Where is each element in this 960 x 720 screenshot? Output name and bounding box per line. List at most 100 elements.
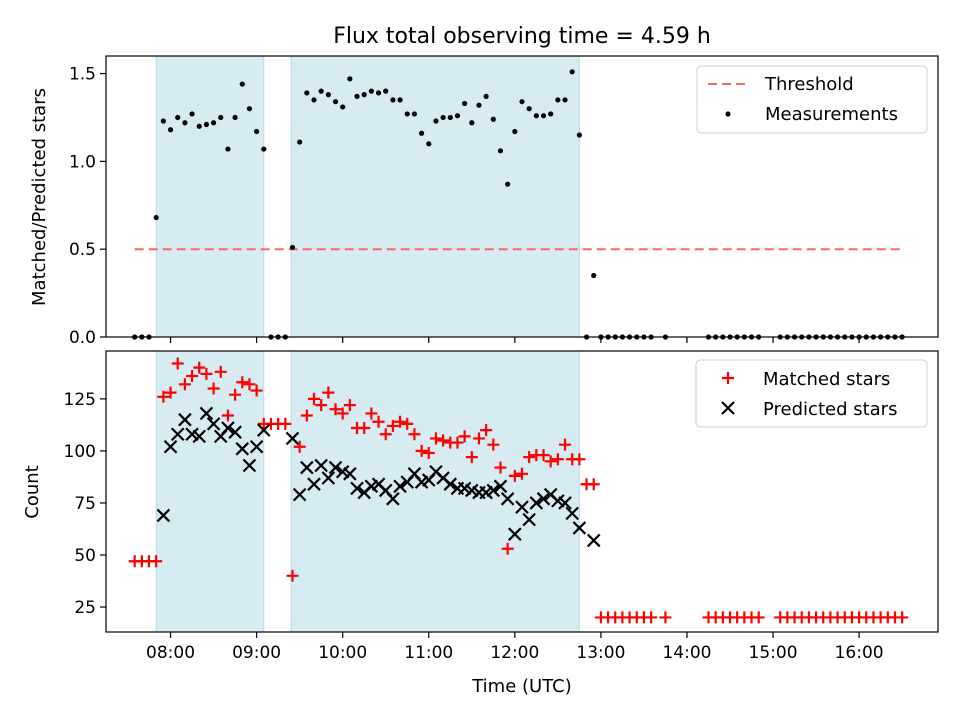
matched-star-point	[501, 542, 514, 555]
shaded-interval	[290, 55, 580, 338]
x-tick-label: 10:00	[318, 643, 367, 663]
measurement-point	[203, 121, 210, 128]
measurement-point	[569, 69, 575, 75]
matched-star-point	[229, 388, 242, 401]
measurement-point	[368, 88, 374, 94]
measurement-point	[175, 114, 181, 121]
measurement-point	[411, 111, 418, 117]
predicted-star-point	[508, 527, 522, 541]
matched-star-point	[329, 403, 342, 416]
predicted-star-point	[314, 458, 328, 473]
measurement-point	[239, 81, 245, 87]
predicted-star-point	[257, 423, 271, 437]
shaded-interval	[155, 55, 265, 338]
legend-measurements-swatch	[725, 111, 731, 117]
predicted-star-point	[572, 521, 587, 535]
measurement-point	[440, 114, 446, 121]
matched-star-point	[573, 453, 586, 466]
predicted-star-point	[565, 506, 579, 521]
bottom-y-tick-label: 75	[74, 494, 96, 514]
matched-star-point	[458, 430, 471, 443]
predicted-star-point	[328, 460, 343, 475]
measurement-point	[160, 118, 166, 124]
measurement-point	[591, 272, 597, 279]
matched-star-point	[200, 367, 213, 380]
measurement-point	[189, 111, 195, 117]
matched-star-point	[415, 444, 428, 457]
bottom-x-ticks: 08:00 09:00 10:00 11:00 12:00 13:00 14:00 15:00…	[146, 632, 884, 663]
matched-star-point	[221, 409, 234, 422]
top-y-tick-label: 0.0	[69, 328, 96, 348]
measurement-point	[246, 106, 253, 112]
top-y-tick-label: 1.5	[69, 65, 96, 85]
bottom-panel: 25 50 75 100 125 08:00 09:00 10:00 11:00 12:00 13…	[22, 350, 939, 697]
matched-star-point	[379, 428, 392, 441]
matched-star-point	[157, 390, 170, 403]
matched-star-point	[343, 399, 356, 412]
matched-star-point	[752, 611, 765, 624]
measurement-point	[289, 244, 296, 251]
legend-matched-swatch	[722, 372, 734, 384]
matched-star-point	[171, 357, 184, 370]
measurement-point	[390, 97, 396, 103]
predicted-star-point	[321, 471, 336, 485]
bottom-y-ticks: 25 50 75 100 125	[64, 390, 106, 618]
measurement-point	[476, 102, 482, 108]
measurement-point	[182, 120, 188, 126]
predicted-star-point	[192, 429, 207, 444]
predicted-star-point	[199, 406, 214, 421]
measurement-point	[332, 99, 339, 105]
matched-star-point	[186, 369, 199, 382]
predicted-star-point	[393, 479, 407, 494]
x-axis-label: Time (UTC)	[471, 676, 572, 697]
measurement-point	[361, 92, 367, 98]
matched-star-point	[193, 361, 206, 374]
matched-star-point	[451, 436, 464, 449]
matched-star-point	[236, 376, 249, 389]
predicted-stars-points	[156, 406, 601, 548]
matched-star-point	[250, 384, 263, 397]
x-tick-label: 15:00	[749, 643, 798, 663]
measurement-point	[297, 139, 303, 145]
predicted-star-point	[343, 467, 357, 481]
x-tick-label: 09:00	[232, 643, 281, 663]
matched-star-point	[551, 453, 564, 466]
predicted-star-point	[386, 492, 400, 506]
measurement-point	[555, 97, 561, 103]
predicted-star-point	[178, 412, 192, 427]
measurement-point	[153, 214, 159, 221]
predicted-star-point	[536, 492, 551, 506]
matched-star-point	[300, 409, 313, 422]
predicted-star-point	[500, 492, 515, 506]
predicted-star-point	[249, 439, 264, 454]
x-tick-label: 12:00	[490, 643, 539, 663]
measurement-point	[426, 141, 432, 147]
predicted-star-point	[221, 421, 235, 435]
top-shaded-intervals	[155, 55, 580, 338]
measurement-point	[254, 128, 260, 135]
measurement-point	[340, 104, 346, 110]
measurement-point	[469, 120, 475, 126]
measurement-point	[311, 97, 317, 103]
matched-star-point	[465, 451, 478, 464]
matched-star-point	[408, 428, 421, 441]
matched-star-point	[164, 386, 177, 399]
legend-predicted-swatch	[721, 401, 735, 415]
measurement-point	[505, 181, 511, 187]
top-y-tick-label: 0.5	[69, 240, 96, 260]
measurement-point	[576, 132, 582, 138]
measurement-point	[533, 113, 539, 119]
measurement-point	[548, 111, 554, 117]
legend-measurements-label: Measurements	[765, 104, 898, 125]
bottom-legend: Matched stars Predicted stars	[695, 359, 928, 428]
top-y-tick-label: 1.0	[69, 152, 96, 172]
legend-threshold-label: Threshold	[764, 74, 854, 95]
predicted-star-point	[163, 439, 178, 454]
top-y-axis-label: Matched/Predicted stars	[29, 88, 50, 306]
top-x-ticks	[169, 337, 860, 343]
predicted-star-point	[443, 477, 458, 491]
predicted-star-point	[586, 533, 601, 548]
predicted-star-point	[242, 458, 257, 473]
matched-star-point	[150, 555, 163, 568]
bottom-shaded-intervals	[155, 350, 580, 633]
